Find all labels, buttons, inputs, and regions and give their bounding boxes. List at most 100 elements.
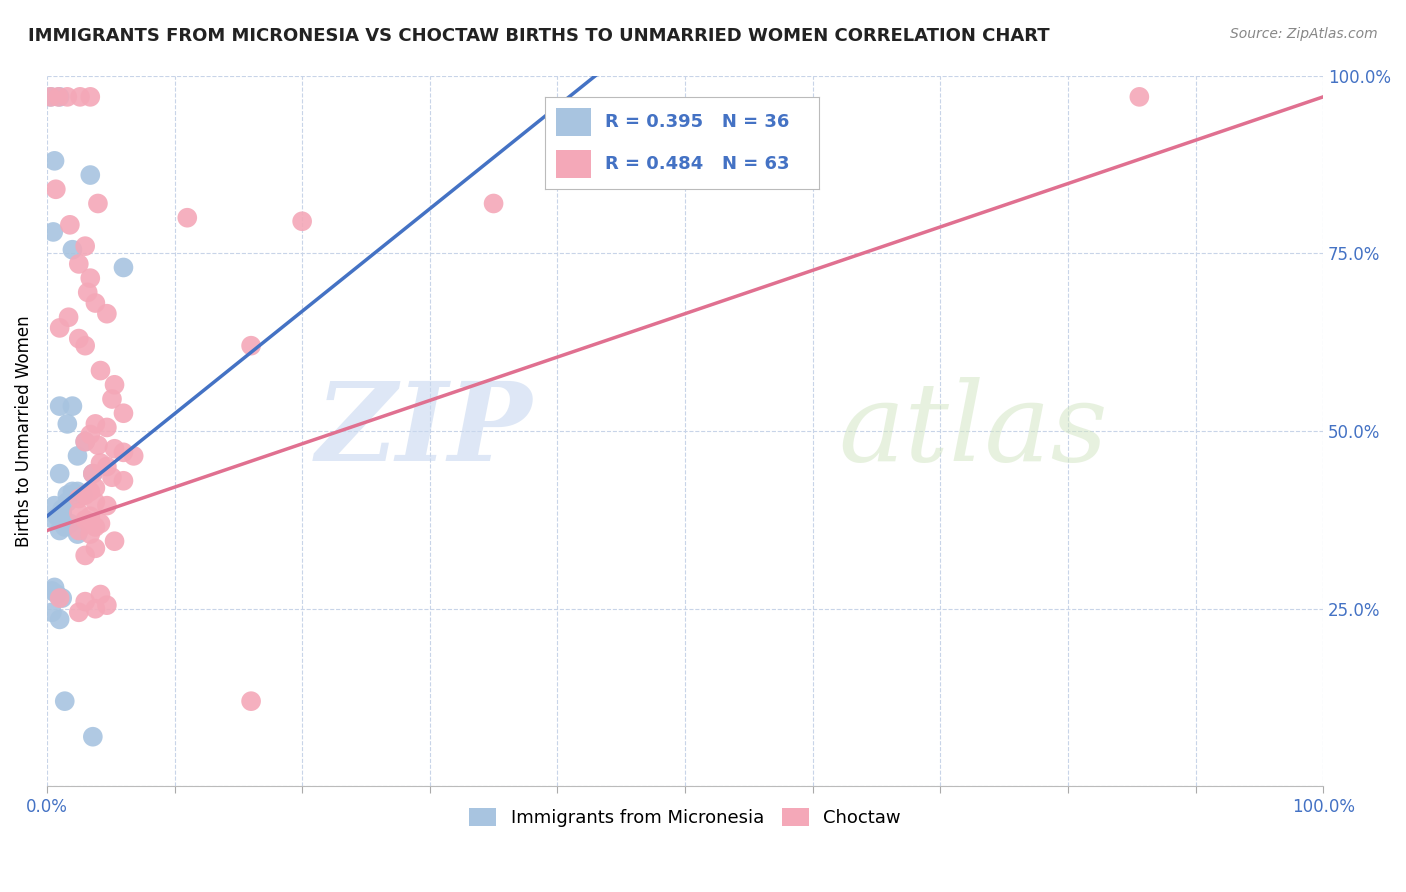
Point	[75, 434, 97, 449]
Point	[45, 182, 67, 196]
Point	[96, 598, 118, 612]
Point	[112, 260, 135, 275]
Point	[79, 484, 101, 499]
Point	[67, 332, 90, 346]
Point	[79, 427, 101, 442]
Text: IMMIGRANTS FROM MICRONESIA VS CHOCTAW BIRTHS TO UNMARRIED WOMEN CORRELATION CHAR: IMMIGRANTS FROM MICRONESIA VS CHOCTAW BI…	[28, 27, 1050, 45]
Point	[62, 243, 84, 257]
Point	[67, 257, 90, 271]
Point	[75, 513, 97, 527]
Point	[67, 506, 90, 520]
Text: ZIP: ZIP	[315, 377, 531, 484]
Point	[89, 588, 111, 602]
Point	[103, 377, 125, 392]
Point	[75, 488, 97, 502]
Point	[46, 588, 69, 602]
Point	[41, 584, 63, 599]
Point	[79, 90, 101, 104]
Point	[96, 420, 118, 434]
Point	[59, 218, 82, 232]
Point	[96, 499, 118, 513]
Point	[76, 285, 98, 300]
Point	[56, 495, 79, 509]
Point	[84, 541, 107, 556]
Point	[75, 549, 97, 563]
Point	[1128, 90, 1150, 104]
Point	[84, 601, 107, 615]
Point	[122, 449, 145, 463]
Point	[103, 442, 125, 456]
Point	[82, 467, 104, 481]
Point	[240, 339, 263, 353]
Point	[51, 502, 73, 516]
Point	[48, 90, 70, 104]
Point	[291, 214, 314, 228]
Point	[176, 211, 198, 225]
Point	[62, 484, 84, 499]
Point	[112, 474, 135, 488]
Point	[79, 527, 101, 541]
Point	[51, 591, 73, 605]
Point	[48, 591, 70, 605]
Point	[112, 445, 135, 459]
Point	[56, 417, 79, 431]
Point	[41, 605, 63, 619]
Point	[44, 581, 66, 595]
Point	[84, 481, 107, 495]
Point	[53, 694, 76, 708]
Point	[87, 438, 110, 452]
Point	[82, 467, 104, 481]
Point	[66, 449, 89, 463]
Point	[48, 321, 70, 335]
Point	[75, 594, 97, 608]
Point	[48, 399, 70, 413]
Point	[69, 90, 91, 104]
Point	[48, 612, 70, 626]
Point	[87, 196, 110, 211]
Point	[482, 196, 505, 211]
Point	[62, 399, 84, 413]
Y-axis label: Births to Unmarried Women: Births to Unmarried Women	[15, 315, 32, 547]
Text: Source: ZipAtlas.com: Source: ZipAtlas.com	[1230, 27, 1378, 41]
Point	[66, 527, 89, 541]
Point	[72, 488, 94, 502]
Point	[67, 491, 90, 506]
Point	[89, 516, 111, 531]
Point	[84, 296, 107, 310]
Point	[75, 434, 97, 449]
Legend: Immigrants from Micronesia, Choctaw: Immigrants from Micronesia, Choctaw	[461, 800, 908, 834]
Point	[89, 456, 111, 470]
Text: atlas: atlas	[838, 377, 1108, 484]
Point	[84, 495, 107, 509]
Point	[101, 470, 124, 484]
Point	[59, 516, 82, 531]
Point	[67, 524, 90, 538]
Point	[53, 520, 76, 534]
Point	[112, 406, 135, 420]
Point	[39, 90, 62, 104]
Point	[79, 168, 101, 182]
Point	[103, 534, 125, 549]
Point	[96, 459, 118, 474]
Point	[79, 271, 101, 285]
Point	[44, 499, 66, 513]
Point	[82, 730, 104, 744]
Point	[51, 506, 73, 520]
Point	[39, 90, 62, 104]
Point	[48, 524, 70, 538]
Point	[46, 509, 69, 524]
Point	[42, 225, 65, 239]
Point	[48, 467, 70, 481]
Point	[48, 90, 70, 104]
Point	[96, 307, 118, 321]
Point	[56, 90, 79, 104]
Point	[240, 694, 263, 708]
Point	[101, 392, 124, 406]
Point	[75, 239, 97, 253]
Point	[84, 417, 107, 431]
Point	[44, 153, 66, 168]
Point	[67, 605, 90, 619]
Point	[79, 509, 101, 524]
Point	[56, 488, 79, 502]
Point	[44, 513, 66, 527]
